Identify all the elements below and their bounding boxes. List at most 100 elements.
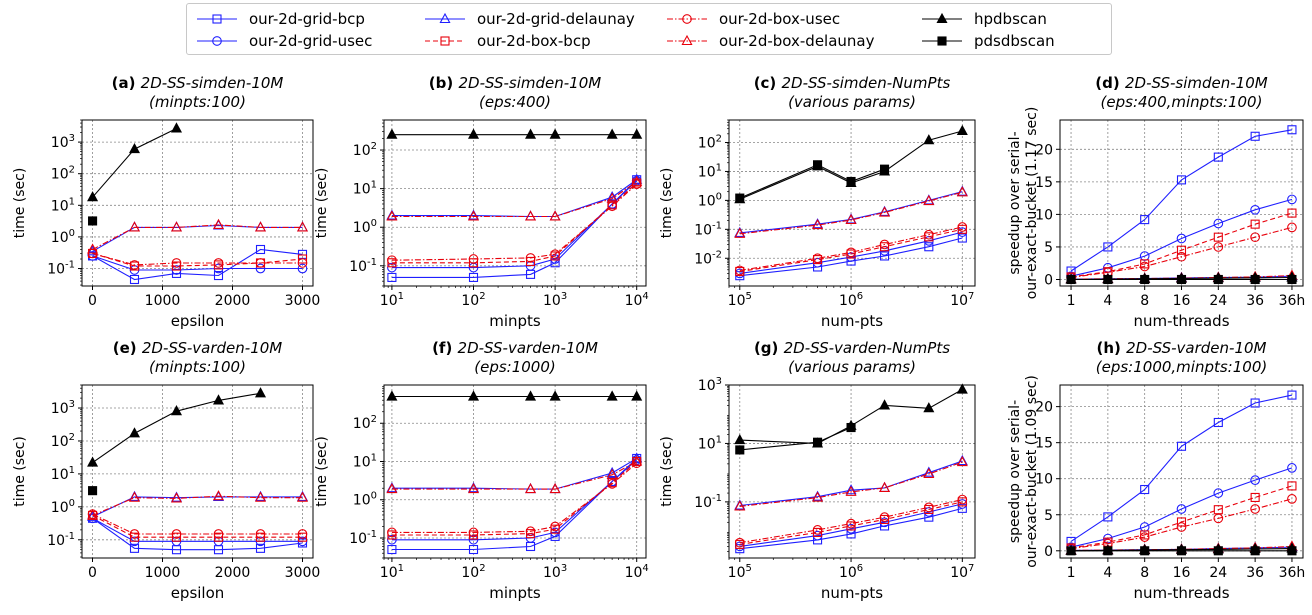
data-point — [468, 544, 479, 555]
data-point — [213, 532, 224, 542]
data-point — [171, 261, 182, 271]
y-tick-label: 101 — [698, 162, 722, 180]
data-point — [87, 191, 99, 202]
series-our-2d-box-bcp — [387, 178, 642, 268]
data-point — [255, 263, 266, 274]
y-axis-label: time (sec) — [314, 436, 330, 507]
data-point — [1287, 274, 1297, 285]
legend-item-our-2d-grid-delaunay: our-2d-grid-delaunay — [425, 10, 635, 28]
series-line — [92, 255, 303, 271]
data-point — [254, 387, 267, 398]
y-tick-label: 10-1 — [694, 493, 722, 511]
y-tick-label: 100 — [51, 228, 75, 246]
series-line — [391, 182, 638, 264]
data-point — [128, 491, 141, 502]
x-tick-label: 105 — [728, 291, 752, 309]
legend-item-pdsdbscan: pdsdbscan — [922, 32, 1055, 50]
data-point — [1139, 261, 1150, 272]
data-point — [128, 427, 141, 438]
series-our-2d-box-usec — [734, 222, 968, 276]
data-point — [735, 445, 745, 455]
data-point — [1287, 208, 1297, 218]
series-line — [739, 228, 963, 273]
series-our-2d-grid-bcp — [735, 233, 967, 281]
series-pdsdbscan — [735, 422, 856, 455]
data-point — [386, 128, 398, 139]
data-point — [631, 128, 643, 139]
series-hpdbscan — [386, 128, 643, 139]
data-point — [387, 527, 397, 538]
data-point — [734, 227, 746, 238]
series-line — [739, 499, 963, 544]
legend-marker-circle — [212, 36, 222, 46]
series-our-2d-box-delaunay — [87, 490, 309, 520]
data-point — [549, 390, 561, 401]
data-point — [1176, 251, 1187, 262]
legend-entries: our-2d-grid-bcp our-2d-grid-usec our-2d-gr… — [197, 10, 1055, 50]
data-point — [812, 253, 823, 264]
data-point — [212, 490, 225, 501]
series-line — [739, 460, 963, 507]
data-point — [956, 455, 968, 467]
series-our-2d-box-delaunay — [87, 218, 309, 254]
data-point — [1213, 242, 1224, 252]
data-point — [631, 455, 643, 466]
panel-subtitle: (eps:400,minpts:100) — [1101, 93, 1263, 111]
y-tick-label: 100 — [353, 218, 377, 236]
plot-frame — [1059, 119, 1304, 287]
y-tick-label: 101 — [353, 452, 377, 470]
legend-item-our-2d-box-usec: our-2d-box-usec — [667, 10, 840, 28]
series-line — [92, 514, 303, 538]
series-line — [739, 237, 963, 277]
data-point — [923, 467, 935, 479]
panel-subtitle: (various params) — [788, 93, 916, 111]
data-point — [525, 128, 537, 139]
data-point — [468, 272, 479, 282]
x-tick-label: 24 — [1209, 565, 1227, 581]
data-point — [1103, 242, 1113, 252]
series-our-2d-grid-delaunay — [386, 452, 643, 494]
data-point — [87, 243, 99, 254]
data-point — [1250, 232, 1260, 243]
x-tick-label: 4 — [1103, 293, 1112, 309]
y-tick-label: 102 — [51, 432, 75, 450]
legend-marker-triangle — [439, 12, 451, 24]
data-point — [1176, 546, 1187, 556]
y-tick-label: 102 — [51, 165, 75, 183]
data-point — [923, 134, 935, 145]
y-tick-label: 10-1 — [349, 257, 377, 275]
data-point — [467, 390, 480, 401]
data-point — [923, 466, 935, 477]
data-point — [1250, 492, 1260, 503]
x-axis-label: num-pts — [821, 312, 883, 330]
data-point — [631, 175, 643, 186]
x-tick-label: 8 — [1140, 293, 1149, 309]
data-point — [879, 399, 891, 410]
series-line — [391, 461, 637, 490]
data-point — [525, 210, 537, 221]
legend-marker-square — [937, 36, 947, 46]
data-point — [734, 537, 745, 548]
series-our-2d-grid-bcp — [88, 244, 308, 285]
x-tick-label: 107 — [950, 563, 974, 581]
y-tick-label: 102 — [353, 141, 377, 159]
series-our-2d-grid-bcp — [1066, 390, 1297, 546]
x-tick-label: 106 — [839, 291, 863, 309]
data-point — [735, 193, 745, 203]
x-tick-label: 105 — [728, 563, 752, 581]
data-point — [957, 233, 967, 243]
data-point — [607, 479, 617, 489]
y-axis-label: time (sec) — [12, 168, 28, 239]
y-tick-label: 100 — [353, 491, 377, 509]
data-point — [213, 529, 224, 539]
series-line — [739, 503, 963, 547]
panel-subtitle: (various params) — [788, 358, 916, 376]
data-point — [1103, 274, 1113, 285]
panel-title: (e) 2D-SS-varden-10M — [113, 339, 283, 357]
series-line — [92, 517, 303, 542]
x-axis-label: minpts — [489, 584, 541, 602]
panel-title: (c) 2D-SS-simden-NumPts — [754, 74, 951, 92]
chart-panel-7: (g) 2D-SS-varden-NumPts(various params) 1… — [659, 339, 976, 602]
y-axis-label: time (sec) — [314, 168, 330, 239]
data-point — [957, 494, 968, 505]
